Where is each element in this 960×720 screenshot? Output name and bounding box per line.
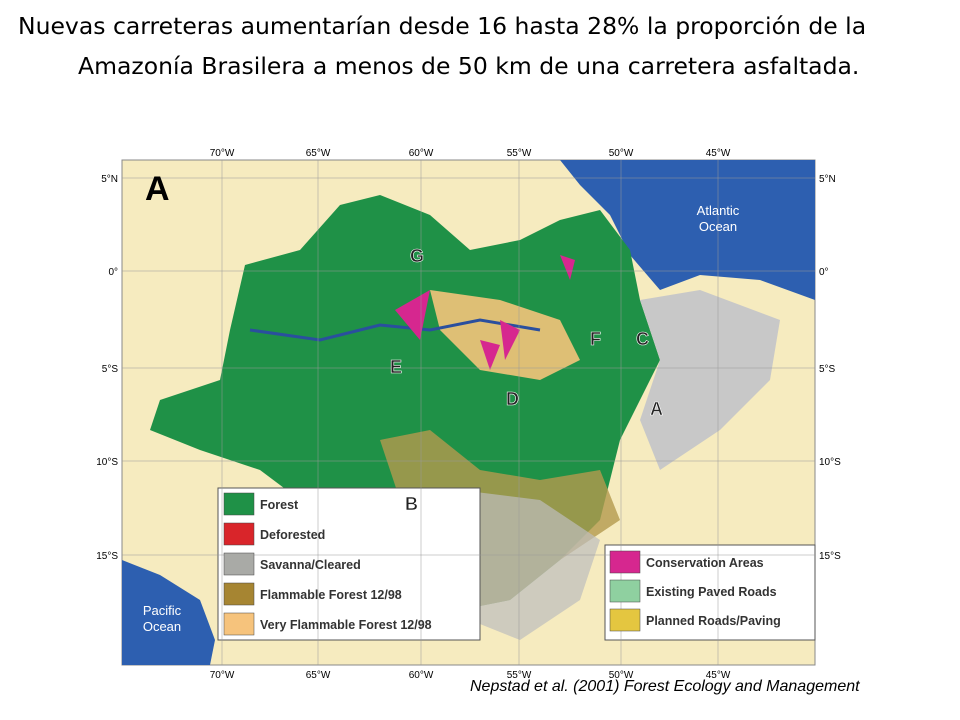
lat-label: 0° [819,267,829,278]
citation: Nepstad et al. (2001) Forest Ecology and… [470,678,860,695]
legend-label: Flammable Forest 12/98 [260,588,402,602]
lon-label: 50°W [609,670,634,681]
panel-label: A [145,170,170,208]
region-label: E [390,357,402,377]
legend-swatch [223,552,255,576]
lon-label: 55°W [507,670,532,681]
legend-swatch [609,579,641,603]
lat-label: 15°S [96,551,118,562]
ocean-label: Pacific [143,603,182,618]
region-label: D [506,389,519,409]
lon-label: 60°W [409,148,434,159]
lon-label: 60°W [409,670,434,681]
legend-swatch [223,492,255,516]
ocean-label: Ocean [143,619,181,634]
lon-label: 70°W [210,670,235,681]
lon-label: 65°W [306,670,331,681]
lat-label: 5°S [819,364,836,375]
ocean-label: Ocean [699,219,737,234]
legend-label: Existing Paved Roads [646,585,777,599]
lat-label: 10°S [96,457,118,468]
ocean-label: Atlantic [697,203,740,218]
lon-label: 70°W [210,148,235,159]
legend-label: Planned Roads/Paving [646,614,781,628]
atlantic [560,160,815,300]
lat-label: 5°N [819,174,836,185]
region-label: A [650,399,663,419]
legend-swatch [223,612,255,636]
region-label: B [405,494,418,514]
legend-label: Conservation Areas [646,556,764,570]
legend-swatch [609,608,641,632]
legend-label: Forest [260,498,299,512]
legend-label: Deforested [260,528,325,542]
title-line: Amazonía Brasilera a menos de 50 km de u… [78,52,860,80]
lon-label: 45°W [706,670,731,681]
legend-label: Very Flammable Forest 12/98 [260,618,432,632]
legend-left [217,487,481,641]
legend-swatch [223,582,255,606]
lat-label: 15°S [819,551,841,562]
region-label: G [410,246,424,266]
lon-label: 65°W [306,148,331,159]
title-line: Nuevas carreteras aumentarían desde 16 h… [18,12,867,40]
legend-swatch [609,550,641,574]
pacific [122,560,215,665]
lat-label: 0° [108,267,118,278]
savanna [640,290,780,470]
lon-label: 50°W [609,148,634,159]
legend-label: Savanna/Cleared [260,558,361,572]
lon-label: 45°W [706,148,731,159]
legend-swatch [223,522,255,546]
river [249,318,541,342]
lat-label: 5°N [101,174,118,185]
conservation [395,255,575,370]
lat-label: 5°S [102,364,119,375]
lat-label: 10°S [819,457,841,468]
region-label: C [636,329,649,349]
region-label: F [590,329,601,349]
lon-label: 55°W [507,148,532,159]
